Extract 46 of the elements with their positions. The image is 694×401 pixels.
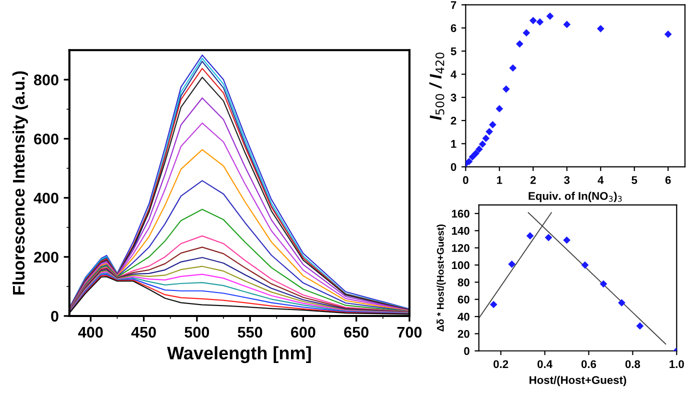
y-tick-label: 40 bbox=[458, 312, 470, 321]
x-tick-label: 5 bbox=[632, 176, 638, 184]
y-tick-label: 400 bbox=[34, 192, 58, 204]
y-tick-label: 80 bbox=[458, 278, 470, 286]
y-tick-label: 0 bbox=[51, 310, 58, 322]
y-tick-label: 6 bbox=[450, 24, 456, 32]
x-axis-title: Host/(Host+Guest) bbox=[530, 376, 626, 386]
y-tick-label: 60 bbox=[458, 296, 470, 304]
x-tick-label: 0.6 bbox=[581, 360, 596, 368]
x-axis-title: Wavelength [nm] bbox=[167, 346, 311, 364]
y-tick-label: 120 bbox=[452, 244, 470, 252]
y-axis-title: Fluorescence Intensity (a.u.) bbox=[12, 71, 28, 294]
x-tick-label: 0.4 bbox=[538, 360, 552, 368]
y-tick-label: 4 bbox=[450, 70, 457, 78]
y-tick-label: 20 bbox=[458, 330, 470, 338]
x-tick-label: 3 bbox=[564, 176, 570, 184]
x-tick-label: 0.2 bbox=[494, 360, 508, 368]
y-tick-label: 100 bbox=[452, 261, 470, 270]
y-tick-label: 7 bbox=[450, 1, 456, 9]
y-tick-label: 140 bbox=[452, 226, 470, 235]
y-tick-label: 1 bbox=[451, 140, 456, 148]
x-tick-label: 0.8 bbox=[625, 360, 640, 368]
y-tick-label: 200 bbox=[34, 252, 58, 263]
x-tick-label: 550 bbox=[238, 326, 262, 338]
x-tick-label: 650 bbox=[344, 326, 368, 338]
x-tick-label: 400 bbox=[78, 326, 103, 338]
x-tick-label: 1 bbox=[497, 176, 502, 184]
x-tick-label: 500 bbox=[184, 326, 210, 338]
y-tick-label: 2 bbox=[450, 116, 456, 125]
x-tick-label: 6 bbox=[665, 176, 671, 184]
x-axis-title: Equiv. of In(NO$_{3}$)$_{3}$ bbox=[528, 192, 622, 202]
x-tick-label: 600 bbox=[291, 326, 316, 338]
y-tick-label: 800 bbox=[34, 74, 58, 86]
y-axis-title: Δδ * Host/(Host+Guest) bbox=[436, 224, 446, 332]
y-tick-label: 0 bbox=[464, 347, 470, 356]
y-axis-title: I$_{500}$ / I$_{420}$ bbox=[429, 52, 444, 120]
x-tick-label: 700 bbox=[397, 326, 422, 338]
y-tick-label: 0 bbox=[450, 163, 456, 171]
x-tick-label: 450 bbox=[131, 326, 156, 338]
x-tick-label: 4 bbox=[598, 176, 604, 184]
x-tick-label: 2 bbox=[530, 176, 536, 184]
y-tick-label: 3 bbox=[450, 94, 456, 102]
y-tick-label: 600 bbox=[34, 134, 58, 144]
y-tick-label: 160 bbox=[452, 210, 470, 218]
y-tick-label: 5 bbox=[450, 47, 456, 56]
x-tick-label: 1.0 bbox=[670, 360, 684, 368]
